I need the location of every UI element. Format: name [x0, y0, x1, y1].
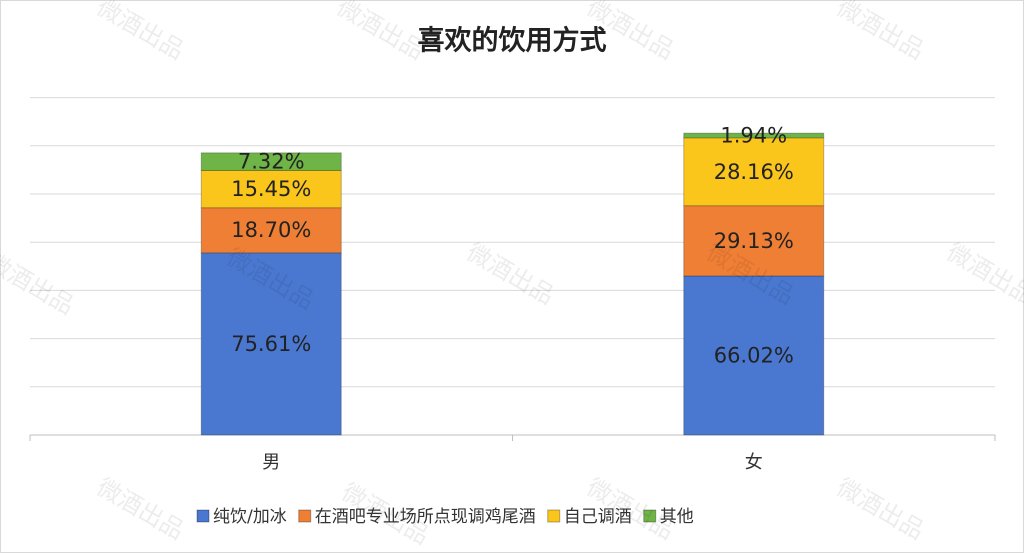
- x-tick-label: 男: [262, 452, 280, 473]
- bar-segment: [683, 275, 825, 436]
- data-label: 75.61%: [231, 332, 311, 356]
- legend-swatch: [643, 509, 657, 523]
- data-label: 18.70%: [231, 218, 311, 242]
- bar-segment: [683, 132, 825, 139]
- data-label: 29.13%: [714, 229, 794, 253]
- legend-swatch: [547, 509, 561, 523]
- bar-segment: [200, 207, 342, 254]
- bar-segment: [683, 205, 825, 277]
- legend-swatch: [196, 509, 210, 523]
- legend-label: 自己调酒: [564, 507, 632, 527]
- data-label: 15.45%: [231, 177, 311, 201]
- data-label: 7.32%: [238, 150, 305, 174]
- legend-label: 其他: [660, 507, 694, 527]
- bar-segment: [200, 169, 342, 209]
- bar-segment: [200, 152, 342, 171]
- legend-swatch: [298, 509, 312, 523]
- chart-title: 喜欢的饮用方式: [418, 25, 607, 57]
- bar-segment: [200, 252, 342, 436]
- data-label: 1.94%: [720, 123, 787, 147]
- legend-label: 在酒吧专业场所点现调鸡尾酒: [315, 507, 536, 527]
- data-label: 28.16%: [714, 160, 794, 184]
- legend-label: 纯饮/加冰: [213, 507, 287, 527]
- data-label: 66.02%: [714, 343, 794, 367]
- x-tick-label: 女: [745, 452, 763, 473]
